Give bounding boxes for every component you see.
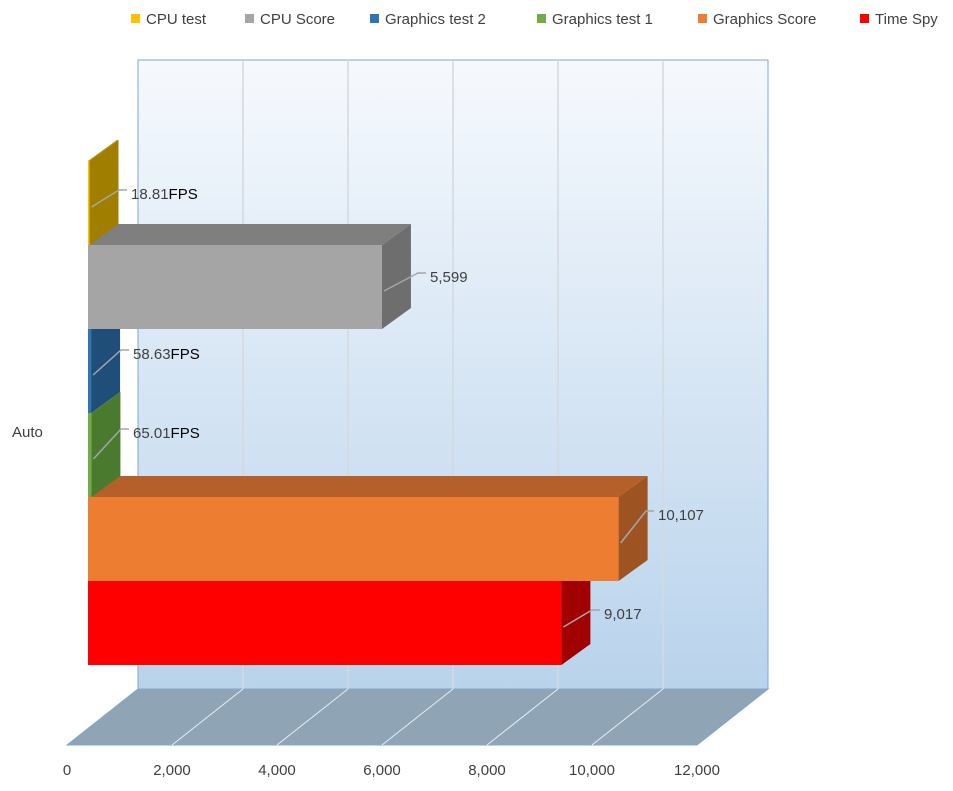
legend-swatch [698, 14, 707, 23]
leader-line [383, 272, 426, 292]
legend-swatch [245, 14, 254, 23]
data-label-unit: FPS [169, 186, 198, 203]
x-tick-label: 2,000 [153, 762, 191, 779]
legend-swatch [537, 14, 546, 23]
data-label-unit: FPS [171, 425, 200, 442]
bar-front-face [88, 245, 382, 329]
legend-label: CPU Score [260, 11, 335, 28]
bar-cpu-test [88, 140, 119, 245]
x-tick-label: 8,000 [468, 762, 506, 779]
bar-top-face [88, 140, 119, 161]
leader-line [620, 510, 654, 544]
category-label: Auto [12, 424, 43, 441]
bar-graphics-score [88, 476, 648, 581]
x-tick-label: 10,000 [569, 762, 615, 779]
floor-gridline [171, 688, 244, 746]
legend-item: Time Spy [860, 11, 938, 28]
data-label: 65.01FPS [133, 425, 200, 442]
bar-front-face [88, 581, 562, 665]
x-tick-label: 4,000 [258, 762, 296, 779]
floor-gridline [276, 688, 349, 746]
legend-item: Graphics Score [698, 11, 816, 28]
legend-swatch [860, 14, 869, 23]
legend-swatch [370, 14, 379, 23]
legend-label: CPU test [146, 11, 207, 28]
bar-side-face [91, 308, 121, 413]
legend-label: Graphics Score [713, 11, 816, 28]
bar-cpu-score [88, 224, 411, 329]
bar-top-face [88, 476, 648, 497]
bar-side-face [618, 476, 648, 581]
bar-top-face [88, 224, 411, 245]
bar-side-face [381, 224, 411, 329]
legend-item: Graphics test 2 [370, 11, 486, 28]
bar-front-face [88, 413, 92, 497]
bar-side-face [89, 140, 119, 245]
x-tick-label: 6,000 [363, 762, 401, 779]
legend-item: CPU test [131, 11, 207, 28]
floor-gridline [486, 688, 559, 746]
floor-gridline [381, 688, 454, 746]
data-label: 5,599 [430, 269, 468, 286]
leader-line [91, 189, 127, 208]
data-label: 18.81FPS [131, 186, 198, 203]
data-label-unit: FPS [171, 346, 200, 363]
legend-item: Graphics test 1 [537, 11, 653, 28]
bar-front-face [88, 161, 90, 245]
legend-label: Graphics test 2 [385, 11, 486, 28]
leader-line [92, 349, 129, 376]
legend-label: Graphics test 1 [552, 11, 653, 28]
data-label: 58.63FPS [133, 346, 200, 363]
bar-front-face [88, 497, 619, 581]
data-label: 10,107 [658, 507, 704, 524]
x-tick-label: 0 [63, 762, 71, 779]
x-tick-label: 12,000 [674, 762, 720, 779]
leader-line [563, 609, 600, 628]
leader-line [92, 428, 129, 460]
legend-item: CPU Score [245, 11, 335, 28]
legend-swatch [131, 14, 140, 23]
bar-front-face [88, 329, 92, 413]
legend-label: Time Spy [875, 11, 938, 28]
data-label: 9,017 [604, 606, 642, 623]
floor-gridline [591, 688, 664, 746]
bar-side-face [561, 560, 591, 665]
